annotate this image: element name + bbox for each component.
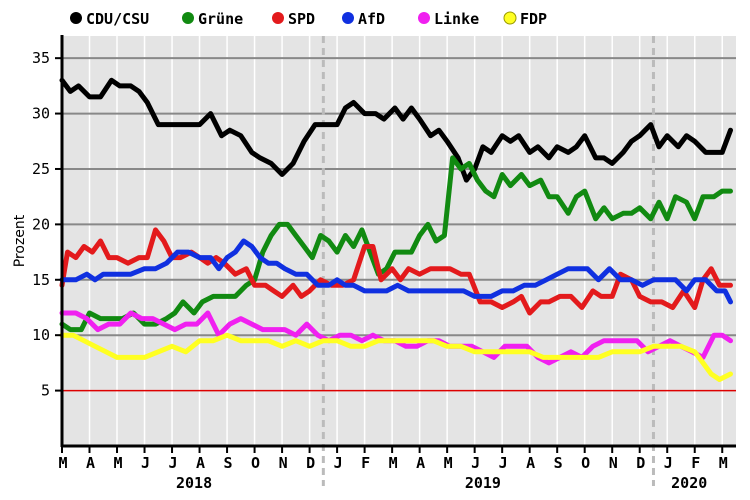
legend-marker-spd xyxy=(272,12,284,24)
year-label: 2018 xyxy=(176,474,212,492)
legend-label-cdu-csu: CDU/CSU xyxy=(86,10,149,28)
y-tick-label: 30 xyxy=(32,105,50,123)
month-label: J xyxy=(169,454,178,472)
legend-marker-afd xyxy=(342,12,354,24)
legend-label-fdp: FDP xyxy=(520,10,547,28)
legend-label-gr-ne: Grüne xyxy=(198,10,243,28)
month-label: D xyxy=(306,454,315,472)
month-label: M xyxy=(444,454,453,472)
y-tick-label: 20 xyxy=(32,215,50,233)
month-label: F xyxy=(361,454,370,472)
month-label: A xyxy=(86,454,95,472)
series-line-linke xyxy=(59,310,733,366)
month-label: S xyxy=(554,454,563,472)
legend-marker-linke xyxy=(418,12,430,24)
series-line-gr-ne xyxy=(59,155,733,333)
month-label: A xyxy=(196,454,205,472)
legend-label-linke: Linke xyxy=(434,10,479,28)
series-line-afd xyxy=(59,238,733,305)
legend: CDU/CSU Grüne SPD AfD Linke FDP xyxy=(70,10,547,28)
series-line-spd xyxy=(59,227,733,316)
y-tick-label: 15 xyxy=(32,271,50,289)
year-label: 2020 xyxy=(671,474,707,492)
grid xyxy=(61,36,736,486)
month-label: N xyxy=(279,454,288,472)
year-label: 2019 xyxy=(465,474,501,492)
y-tick-labels: 5 10 15 20 25 30 35 xyxy=(32,49,50,399)
month-label: A xyxy=(416,454,425,472)
legend-marker-gr-ne xyxy=(182,12,194,24)
legend-marker-fdp xyxy=(503,11,517,25)
month-label: F xyxy=(691,454,700,472)
series-line-fdp xyxy=(59,332,733,382)
axes xyxy=(55,35,736,453)
month-label: O xyxy=(251,454,260,472)
legend-label-afd: AfD xyxy=(358,10,385,28)
month-label: O xyxy=(581,454,590,472)
month-label: S xyxy=(224,454,233,472)
legend-label-spd: SPD xyxy=(288,10,315,28)
y-tick-label: 10 xyxy=(32,326,50,344)
y-tick-label: 5 xyxy=(41,382,50,400)
series-lines xyxy=(59,77,733,382)
y-tick-label: 35 xyxy=(32,49,50,67)
month-label: D xyxy=(636,454,645,472)
month-label: M xyxy=(719,454,728,472)
month-label: J xyxy=(499,454,508,472)
month-label: N xyxy=(609,454,618,472)
month-label: M xyxy=(114,454,123,472)
legend-marker-cdu-csu xyxy=(70,12,82,24)
plot-background xyxy=(62,36,736,446)
month-label: J xyxy=(664,454,673,472)
month-label: A xyxy=(526,454,535,472)
month-label: J xyxy=(334,454,343,472)
month-label: M xyxy=(58,454,67,472)
series-line-cdu-csu xyxy=(59,77,733,183)
y-axis-label: Prozent xyxy=(12,214,28,267)
month-label: J xyxy=(141,454,150,472)
month-label: M xyxy=(389,454,398,472)
y-tick-label: 25 xyxy=(32,160,50,178)
month-label: J xyxy=(471,454,480,472)
